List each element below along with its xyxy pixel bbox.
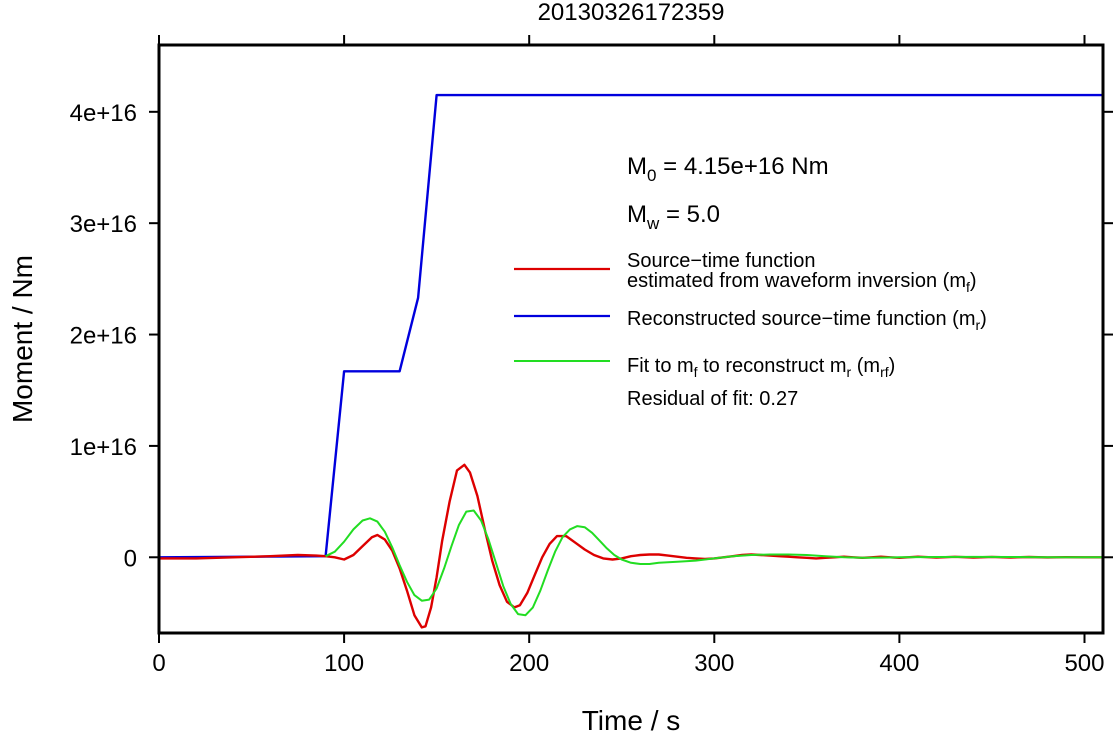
m0-annotation: M0 = 4.15e+16 Nm bbox=[627, 153, 829, 185]
y-tick-label-1: 1e+16 bbox=[70, 434, 137, 461]
legend: Source−time function estimated from wave… bbox=[514, 250, 987, 410]
legend-label-fit: Fit to mf to reconstruct mr (mrf) bbox=[627, 355, 895, 380]
tick-layer: 0 100 200 300 400 500 0 1e+16 2e+16 3e+16 4e+16 bbox=[70, 35, 1113, 677]
series-line-fit bbox=[325, 509, 1103, 617]
y-tick-label-0: 0 bbox=[124, 545, 137, 572]
x-axis-label: Time / s bbox=[582, 705, 681, 734]
plot-frame bbox=[157, 43, 1105, 635]
series-layer bbox=[158, 93, 1103, 629]
x-tick-label-300: 300 bbox=[694, 650, 734, 677]
x-tick-label-100: 100 bbox=[324, 650, 364, 677]
y-tick-label-2: 2e+16 bbox=[70, 323, 137, 350]
y-axis-label: Moment / Nm bbox=[7, 255, 38, 423]
legend-label-source-time-line2: estimated from waveform inversion (mf) bbox=[627, 270, 977, 295]
mw-annotation: Mw = 5.0 bbox=[627, 201, 720, 233]
residual-annotation: Residual of fit: 0.27 bbox=[627, 388, 798, 410]
x-tick-label-400: 400 bbox=[879, 650, 919, 677]
x-tick-label-500: 500 bbox=[1064, 650, 1104, 677]
y-tick-label-4: 4e+16 bbox=[70, 100, 137, 127]
y-tick-label-3: 3e+16 bbox=[70, 211, 137, 238]
chart-title: 20130326172359 bbox=[538, 0, 725, 26]
x-tick-label-200: 200 bbox=[509, 650, 549, 677]
legend-label-source-time-line1: Source−time function bbox=[627, 250, 815, 272]
series-line-source_time bbox=[159, 463, 1103, 629]
legend-label-reconstructed: Reconstructed source−time function (mr) bbox=[627, 308, 987, 333]
x-tick-label-0: 0 bbox=[152, 650, 165, 677]
